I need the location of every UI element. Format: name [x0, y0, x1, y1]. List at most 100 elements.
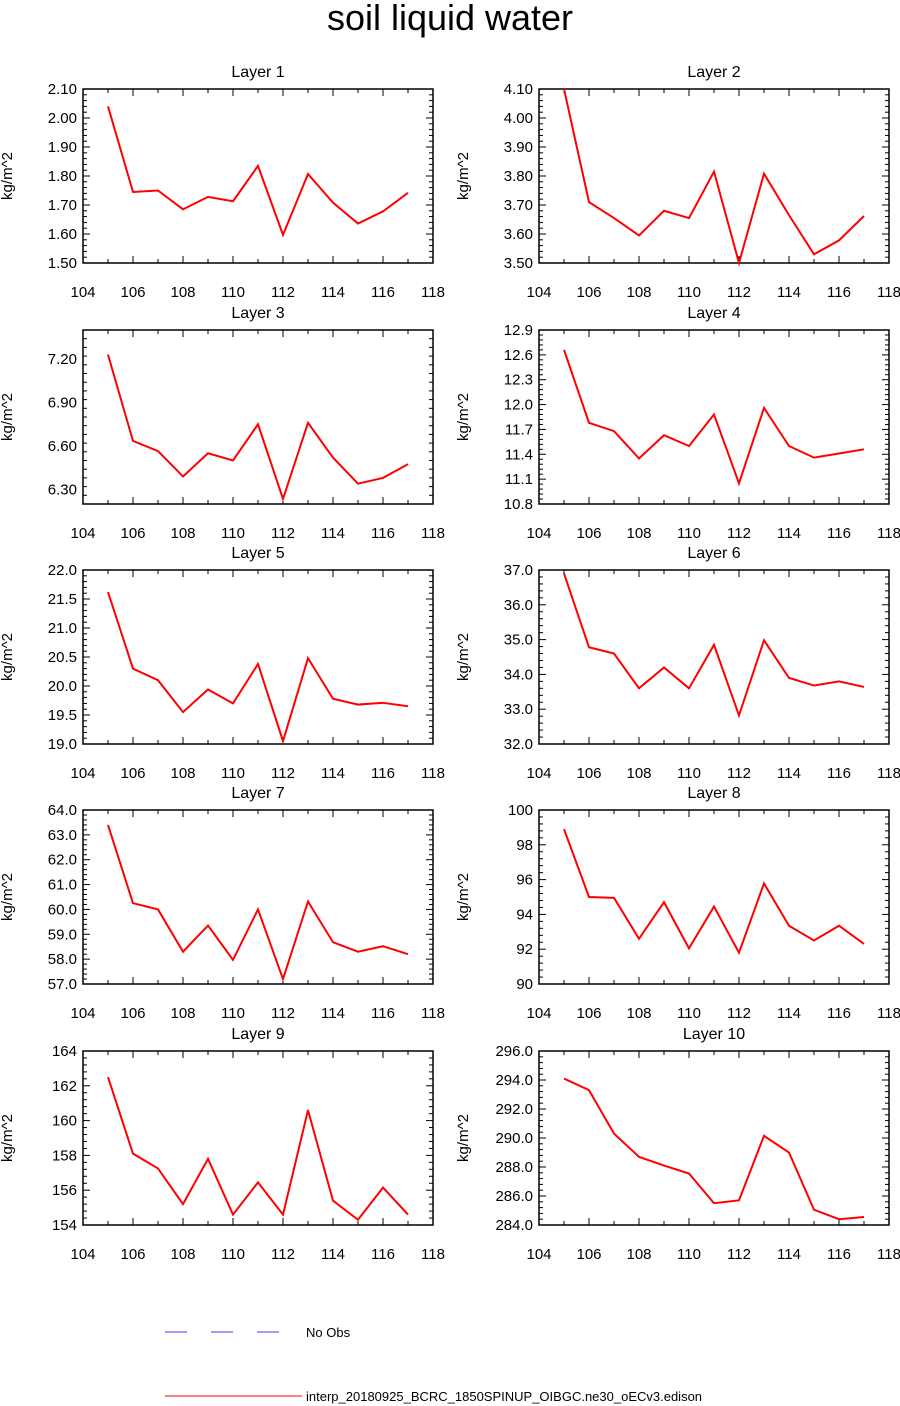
- panel-title-layer-5: Layer 5: [231, 545, 284, 562]
- chart-layer-7: Layer 7 kg/m^2 104 106 108 110 112 114 116 118 57.…: [0, 785, 445, 1022]
- x-tick-label: 112: [727, 525, 751, 542]
- y-tick-label: 4.00: [504, 110, 533, 127]
- plot-frame-layer-2: [538, 88, 890, 264]
- y-tick-label: 63.0: [48, 827, 77, 844]
- x-tick-label: 116: [827, 525, 851, 542]
- plot-frame-layer-8: [538, 809, 890, 985]
- chart-layer-3: Layer 3 kg/m^2 104 106 108 110 112 114 116 118 6.3…: [0, 305, 445, 542]
- x-tick-label: 114: [321, 1005, 345, 1022]
- y-tick-label: 12.0: [504, 397, 533, 414]
- y-tick-label: 64.0: [48, 802, 77, 819]
- y-tick-label: 94: [516, 906, 533, 923]
- x-tick-label: 112: [271, 1246, 295, 1263]
- series-line-layer-9: [107, 1076, 409, 1222]
- y-axis-label-layer-2: kg/m^2: [455, 152, 472, 200]
- series-line-layer-1: [107, 106, 409, 238]
- y-tick-label: 1.50: [48, 255, 77, 272]
- y-tick-label: 1.80: [48, 168, 77, 185]
- x-tick-label: 114: [321, 1246, 345, 1263]
- x-tick-label: 110: [221, 284, 245, 301]
- x-tick-label: 104: [70, 284, 95, 301]
- x-tick-label: 108: [170, 1246, 195, 1263]
- y-tick-label: 6.60: [48, 438, 77, 455]
- plot-frame-layer-7: [82, 809, 434, 985]
- series-line-layer-7: [107, 824, 409, 983]
- y-tick-label: 34.0: [504, 666, 533, 683]
- x-tick-label: 104: [70, 1005, 95, 1022]
- legend: No Obs interp_20180925_BCRC_1850SPINUP_O…: [165, 1325, 702, 1404]
- x-tick-label: 116: [371, 765, 395, 782]
- x-tick-label: 106: [120, 1246, 145, 1263]
- y-tick-label: 2.10: [48, 81, 77, 98]
- x-tick-label: 110: [677, 525, 701, 542]
- y-tick-label: 20.0: [48, 678, 77, 695]
- x-tick-label: 106: [576, 1005, 601, 1022]
- x-tick-label: 110: [677, 765, 701, 782]
- y-tick-label: 296.0: [495, 1043, 533, 1060]
- y-tick-label: 60.0: [48, 901, 77, 918]
- x-tick-label: 110: [221, 765, 245, 782]
- plot-frame-layer-9: [82, 1050, 434, 1226]
- y-tick-label: 96: [516, 872, 533, 889]
- y-tick-label: 98: [516, 837, 533, 854]
- y-axis-label-layer-6: kg/m^2: [455, 633, 472, 681]
- legend-label-no-obs: No Obs: [306, 1325, 351, 1340]
- series-line-layer-5: [107, 591, 409, 745]
- x-tick-label: 108: [626, 765, 651, 782]
- x-tick-label: 116: [827, 284, 851, 301]
- chart-layer-5: Layer 5 kg/m^2 104 106 108 110 112 114 116 118 19.…: [0, 545, 445, 782]
- x-tick-label: 108: [170, 765, 195, 782]
- chart-layer-4: Layer 4 kg/m^2 104 106 108 110 112 114 116 118 10.…: [455, 305, 900, 542]
- y-axis-label-layer-8: kg/m^2: [455, 873, 472, 921]
- plot-frame-layer-1: [82, 88, 434, 264]
- plot-frame-layer-10: [538, 1050, 890, 1226]
- panel-title-layer-1: Layer 1: [231, 64, 284, 81]
- x-tick-label: 114: [777, 1005, 801, 1022]
- x-tick-label: 118: [421, 284, 445, 301]
- y-tick-label: 36.0: [504, 597, 533, 614]
- y-axis-label-layer-1: kg/m^2: [0, 152, 16, 200]
- x-tick-label: 114: [777, 284, 801, 301]
- panel-title-layer-9: Layer 9: [231, 1026, 284, 1043]
- x-tick-label: 114: [321, 525, 345, 542]
- x-tick-label: 116: [371, 1005, 395, 1022]
- x-tick-label: 108: [626, 1005, 651, 1022]
- series-line-layer-10: [563, 1077, 865, 1221]
- y-tick-label: 21.0: [48, 620, 77, 637]
- series-line-layer-8: [563, 828, 865, 956]
- x-tick-label: 112: [727, 1005, 751, 1022]
- y-tick-label: 286.0: [495, 1188, 533, 1205]
- y-tick-label: 61.0: [48, 877, 77, 894]
- x-tick-label: 112: [271, 765, 295, 782]
- y-tick-label: 90: [516, 976, 533, 993]
- panels: Layer 1 kg/m^2 104 106 108 110 112 114 116 118 1.5…: [0, 64, 900, 1263]
- x-tick-label: 118: [421, 765, 445, 782]
- y-tick-label: 288.0: [495, 1159, 533, 1176]
- y-axis-label-layer-10: kg/m^2: [455, 1114, 472, 1162]
- x-tick-label: 114: [321, 765, 345, 782]
- y-tick-label: 59.0: [48, 926, 77, 943]
- legend-label-model: interp_20180925_BCRC_1850SPINUP_OIBGC.ne…: [306, 1389, 702, 1404]
- y-tick-label: 3.60: [504, 226, 533, 243]
- x-tick-label: 104: [526, 284, 551, 301]
- y-axis-label-layer-4: kg/m^2: [455, 393, 472, 441]
- y-tick-label: 33.0: [504, 701, 533, 718]
- x-tick-label: 114: [777, 1246, 801, 1263]
- y-tick-label: 2.00: [48, 110, 77, 127]
- y-axis-label-layer-7: kg/m^2: [0, 873, 16, 921]
- y-tick-label: 12.9: [504, 322, 533, 339]
- chart-layer-9: Layer 9 kg/m^2 104 106 108 110 112 114 116 118 154…: [0, 1026, 445, 1263]
- chart-layer-2: Layer 2 kg/m^2 104 106 108 110 112 114 116 118 3.5…: [455, 64, 900, 301]
- x-tick-label: 110: [221, 1005, 245, 1022]
- x-tick-label: 112: [727, 1246, 751, 1263]
- x-tick-label: 118: [877, 284, 900, 301]
- x-tick-label: 116: [827, 765, 851, 782]
- figure-title: soil liquid water: [327, 0, 573, 38]
- y-tick-label: 3.80: [504, 168, 533, 185]
- x-tick-label: 110: [221, 525, 245, 542]
- panel-title-layer-6: Layer 6: [687, 545, 740, 562]
- x-tick-label: 114: [777, 765, 801, 782]
- chart-layer-8: Layer 8 kg/m^2 104 106 108 110 112 114 116 118 90 9…: [455, 785, 900, 1022]
- y-tick-label: 164: [52, 1043, 77, 1060]
